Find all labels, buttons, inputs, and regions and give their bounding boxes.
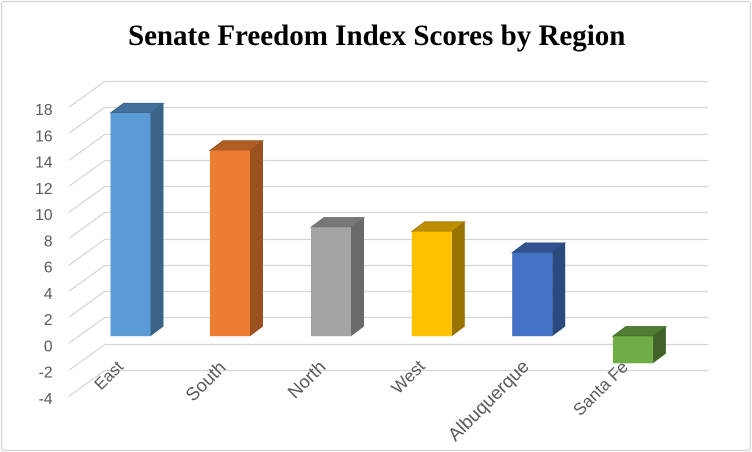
svg-text:-2: -2 <box>39 365 53 382</box>
svg-text:16: 16 <box>35 129 52 146</box>
svg-text:6: 6 <box>44 260 53 277</box>
svg-text:4: 4 <box>44 286 53 303</box>
svg-text:12: 12 <box>35 181 52 198</box>
svg-text:Senate Freedom Index Scores by: Senate Freedom Index Scores by Region <box>128 19 626 52</box>
svg-text:10: 10 <box>35 207 53 224</box>
svg-text:8: 8 <box>44 233 53 250</box>
svg-text:0: 0 <box>44 338 53 355</box>
svg-text:18: 18 <box>35 102 52 119</box>
svg-text:-4: -4 <box>39 391 53 408</box>
svg-text:14: 14 <box>35 155 53 172</box>
svg-text:2: 2 <box>44 312 53 329</box>
